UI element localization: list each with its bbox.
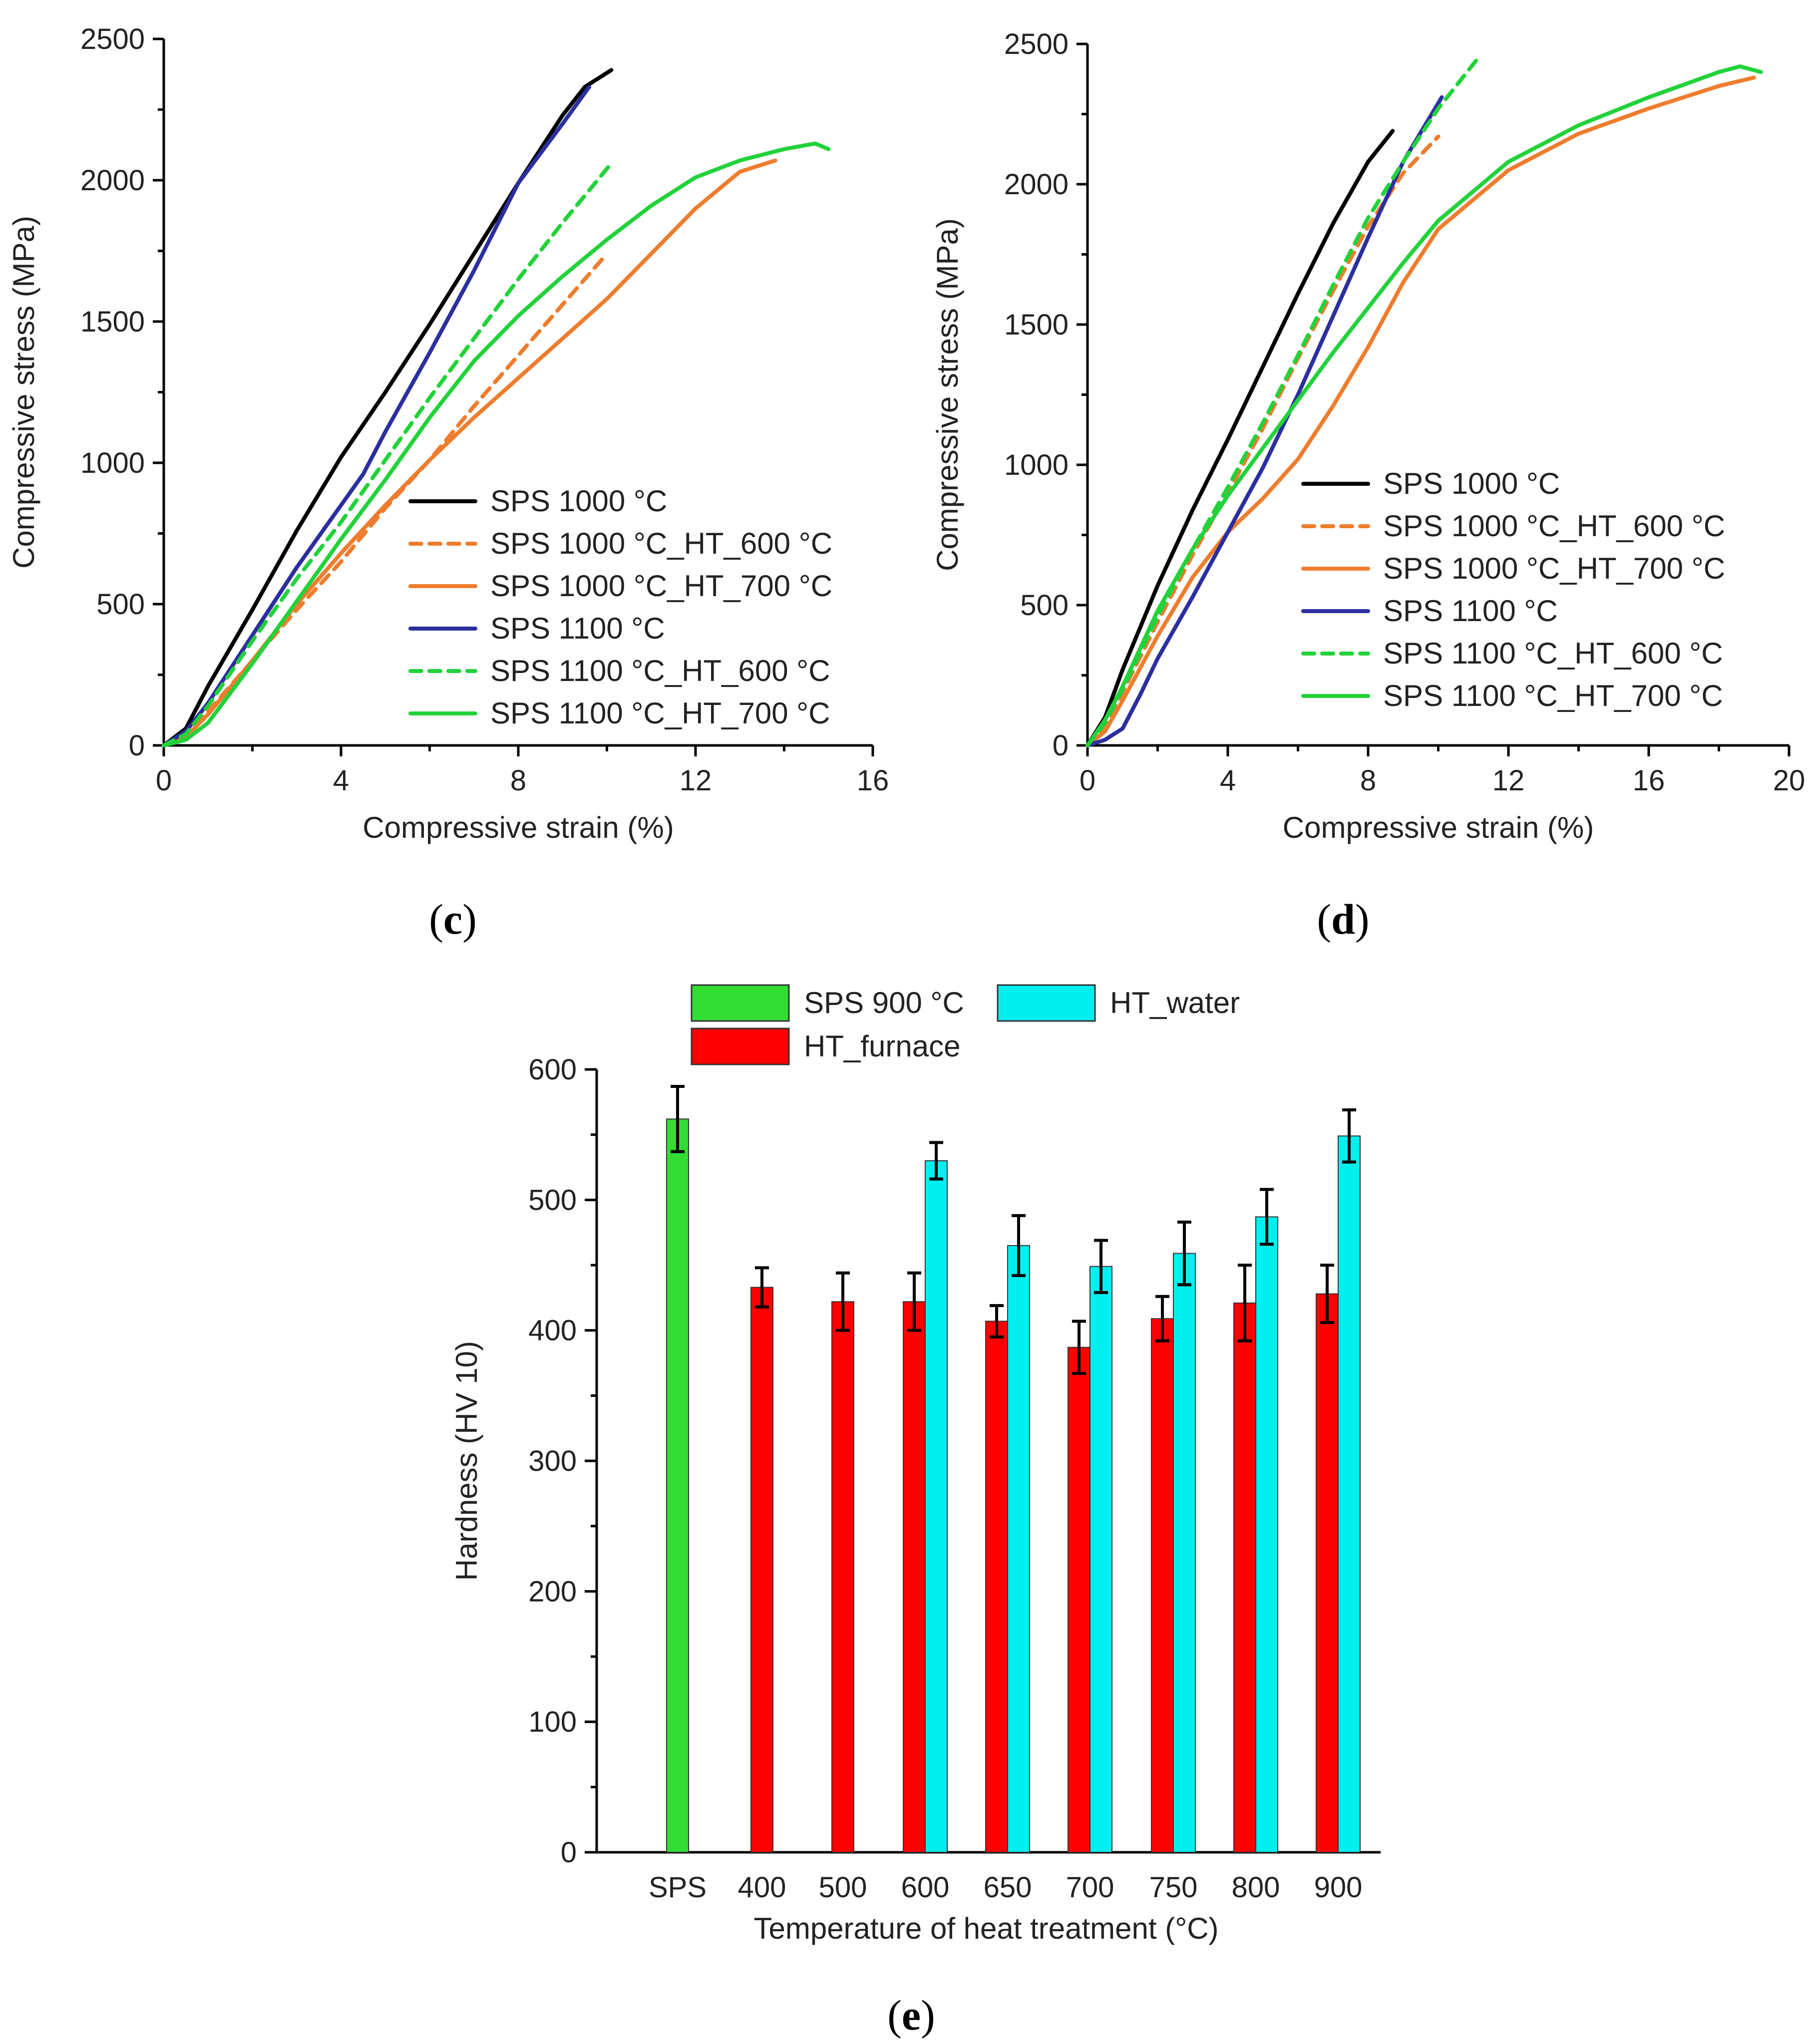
legend-entry-sps-1100-c-ht-700-c: SPS 1100 °C_HT_700 °C — [1383, 679, 1723, 712]
legend-entry-ht-water: HT_water — [1110, 986, 1240, 1020]
series-line-sps-1100-c-ht-700-c — [162, 141, 831, 747]
x-tick-label: 8 — [1360, 764, 1376, 797]
y-tick-label: 300 — [528, 1445, 577, 1477]
x-tick-label: 500 — [819, 1871, 867, 1904]
bar-ht-water-650 — [1007, 1245, 1030, 1853]
bar-ht-water-900 — [1338, 1135, 1361, 1853]
x-tick-label: 0 — [156, 764, 172, 797]
y-tick-label: 2500 — [1004, 28, 1069, 60]
legend-entry-sps-1100-c-ht-600-c: SPS 1100 °C_HT_600 °C — [1383, 637, 1723, 670]
series-line-sps-1000-c-ht-600-c — [162, 252, 609, 747]
legend-entry-sps-1100-c-ht-600-c: SPS 1100 °C_HT_600 °C — [490, 654, 830, 687]
bar-ht-furnace-500 — [831, 1301, 854, 1853]
x-tick-label: 700 — [1066, 1871, 1114, 1904]
y-tick-label: 0 — [129, 729, 145, 762]
bar-ht-furnace-900 — [1316, 1293, 1339, 1853]
bar-ht-furnace-600 — [903, 1301, 926, 1853]
legend-swatch — [691, 984, 790, 1022]
legend-entry-sps-1000-c-ht-600-c: SPS 1000 °C_HT_600 °C — [1383, 509, 1725, 543]
y-tick-label: 600 — [528, 1053, 577, 1086]
bar-ht-furnace-700 — [1068, 1347, 1090, 1853]
x-tick-label: 4 — [333, 764, 349, 797]
panel-d-label: (d) — [1317, 895, 1369, 943]
panel-d-chart: 0 4 8 12 16 20 0 500 1000 1500 2000 2500 Compressive… — [931, 28, 1805, 844]
y-axis-title: Compressive stress (MPa) — [7, 216, 40, 569]
y-tick-label: 0 — [561, 1836, 577, 1869]
series-line-sps-1100-c — [162, 85, 591, 747]
x-tick-label: 4 — [1220, 764, 1236, 797]
y-tick-label: 500 — [96, 588, 145, 621]
legend-entry-sps-1000-c-ht-600-c: SPS 1000 °C_HT_600 °C — [490, 527, 832, 560]
x-axis-title: Temperature of heat treatment (°C) — [753, 1912, 1218, 1945]
panel-e-chart: 0 100 200 300 400 500 600 SPS 400 500 600 650 700 750… — [450, 984, 1381, 1945]
panel-e-label: (e) — [887, 1991, 935, 2039]
x-tick-label: 12 — [1492, 764, 1525, 797]
x-tick-label: 0 — [1080, 764, 1095, 797]
x-tick-label: 20 — [1773, 764, 1806, 797]
y-tick-label: 2000 — [1004, 168, 1069, 201]
x-tick-label: SPS — [649, 1871, 707, 1904]
x-tick-label: 650 — [984, 1871, 1032, 1904]
y-tick-label: 200 — [528, 1575, 577, 1608]
legend-entry-sps-1100-c: SPS 1100 °C — [1383, 594, 1558, 628]
y-tick-label: 1000 — [80, 447, 145, 479]
y-tick-label: 1000 — [1004, 449, 1069, 481]
bar-ht-furnace-650 — [985, 1321, 1008, 1853]
legend-entry-sps-1100-c: SPS 1100 °C — [490, 612, 665, 645]
series-line-sps-1000-c — [162, 68, 614, 747]
legend-entry-sps-1000-c-ht-700-c: SPS 1000 °C_HT_700 °C — [1383, 552, 1725, 585]
x-tick-label: 400 — [738, 1871, 786, 1904]
x-tick-label: 900 — [1314, 1871, 1363, 1904]
x-tick-label: 800 — [1232, 1871, 1280, 1904]
y-axis-title: Hardness (HV 10) — [450, 1341, 483, 1581]
legend-entry-sps-1100-c-ht-700-c: SPS 1100 °C_HT_700 °C — [490, 696, 830, 730]
y-axis-title: Compressive stress (MPa) — [931, 218, 964, 571]
x-tick-label: 12 — [680, 764, 712, 797]
x-tick-label: 16 — [1633, 764, 1665, 797]
y-tick-label: 2000 — [80, 164, 145, 197]
series-line-sps-1100-c — [1086, 95, 1444, 747]
bar-ht-water-700 — [1089, 1266, 1112, 1853]
y-tick-label: 500 — [1020, 589, 1069, 622]
y-tick-label: 2500 — [80, 23, 145, 55]
x-tick-label: 600 — [901, 1871, 950, 1904]
series-line-sps-1000-c-ht-700-c — [162, 158, 777, 747]
legend-entry-sps-900-c: SPS 900 °C — [804, 986, 964, 1020]
legend-swatch — [997, 984, 1096, 1022]
x-axis-title: Compressive strain (%) — [363, 811, 674, 844]
bar-ht-furnace-800 — [1233, 1302, 1256, 1853]
bar-ht-furnace-400 — [750, 1287, 773, 1853]
series-line-sps-1000-c — [1086, 129, 1395, 747]
legend-swatch — [691, 1027, 790, 1065]
y-tick-label: 0 — [1053, 729, 1069, 762]
bar-ht-water-600 — [925, 1160, 948, 1853]
legend-entry-sps-1000-c-ht-700-c: SPS 1000 °C_HT_700 °C — [490, 569, 832, 603]
x-tick-label: 8 — [510, 764, 526, 797]
series-line-sps-1100-c-ht-700-c — [1086, 64, 1763, 747]
y-tick-label: 500 — [528, 1184, 577, 1216]
bar-ht-water-750 — [1173, 1253, 1196, 1853]
panel-c-label: (c) — [429, 895, 476, 943]
y-tick-label: 1500 — [80, 306, 145, 338]
series-line-sps-1000-c-ht-700-c — [1086, 75, 1756, 747]
panel-c-chart: 0 4 8 12 16 0 500 1000 1500 2000 2500 Compressive s… — [7, 23, 889, 844]
legend-entry-sps-1000-c: SPS 1000 °C — [1383, 467, 1560, 500]
bar-ht-furnace-750 — [1151, 1318, 1174, 1853]
x-tick-label: 750 — [1149, 1871, 1198, 1904]
bar-sps-900-c-sps — [666, 1118, 689, 1853]
y-tick-label: 100 — [528, 1706, 577, 1738]
legend-entry-sps-1000-c: SPS 1000 °C — [490, 484, 667, 518]
series-line-sps-1100-c-ht-600-c — [162, 161, 614, 747]
x-axis-title: Compressive strain (%) — [1283, 811, 1594, 844]
x-tick-label: 16 — [857, 764, 889, 797]
y-tick-label: 400 — [528, 1315, 577, 1347]
y-tick-label: 1500 — [1004, 309, 1069, 341]
bar-ht-water-800 — [1255, 1216, 1278, 1853]
legend-entry-ht-furnace: HT_furnace — [804, 1029, 960, 1063]
